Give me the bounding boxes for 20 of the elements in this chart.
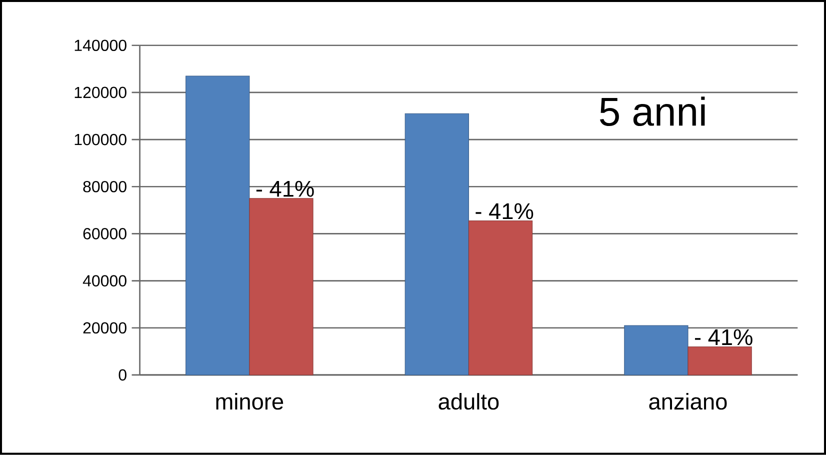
annotation: - 41% [694, 329, 752, 346]
bar [468, 220, 533, 376]
x-tick-label: adulto [438, 393, 499, 410]
y-tick-label: 100000 [74, 134, 126, 146]
annotation: - 41% [476, 203, 534, 220]
bar [186, 76, 250, 376]
x-tick-label: anziano [649, 393, 727, 410]
annotation: 5 anni [600, 96, 705, 126]
y-tick-label: 80000 [83, 181, 126, 192]
y-tick-label: 20000 [83, 322, 126, 334]
y-tick-label: 0 [118, 369, 126, 381]
y-tick-label: 140000 [74, 40, 126, 52]
y-tick-label: 60000 [83, 228, 126, 240]
y-tick-label: 120000 [74, 86, 126, 98]
bar [688, 346, 752, 376]
bar [404, 114, 469, 376]
bar [624, 325, 688, 376]
bar [249, 198, 314, 376]
x-tick-label: minore [216, 393, 284, 410]
y-tick-label: 40000 [82, 275, 126, 287]
